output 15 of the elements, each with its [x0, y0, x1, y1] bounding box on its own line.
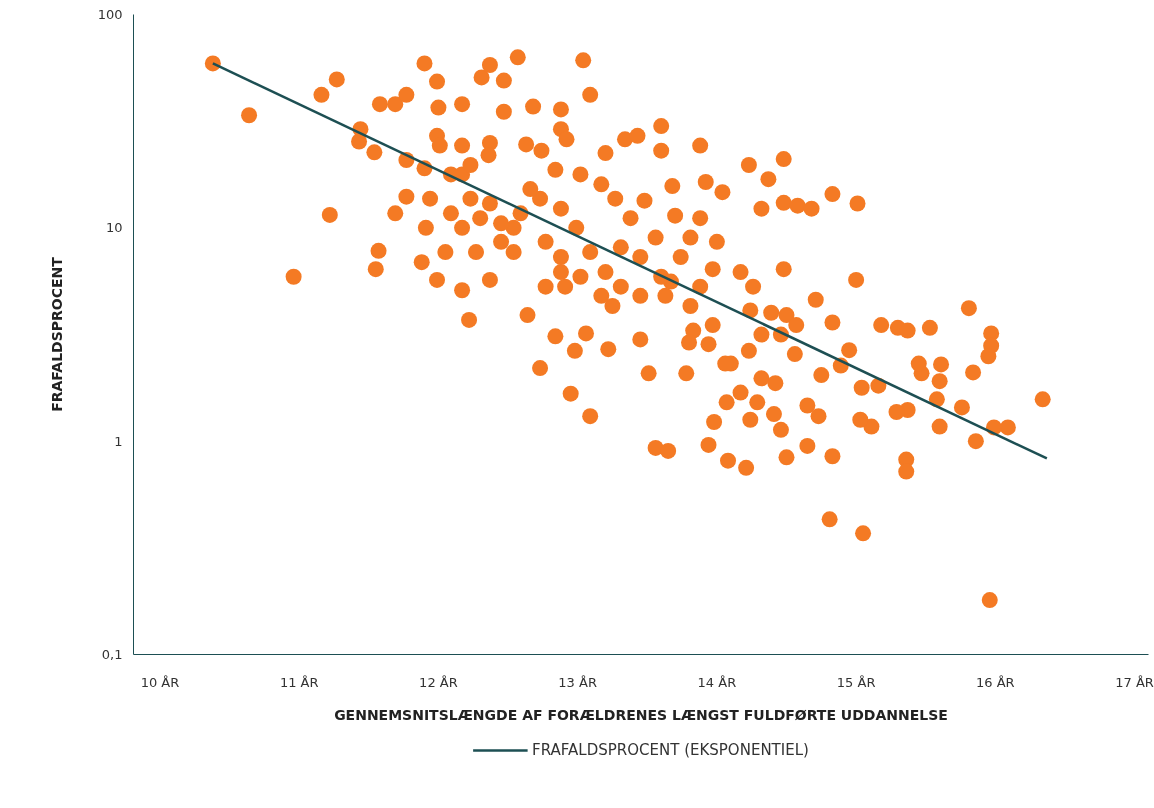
x-tick-label: 16 ÅR [976, 674, 1015, 690]
legend-label: FRAFALDSPROCENT (EKSPONENTIEL) [532, 741, 809, 759]
y-tick-label: 10 [105, 220, 123, 236]
x-tick-label: 13 ÅR [558, 674, 597, 690]
x-tick-label: 11 ÅR [279, 674, 319, 690]
y-tick-label: 1 [114, 433, 123, 449]
x-tick-label: 14 ÅR [697, 674, 737, 690]
x-tick-label: 10 ÅR [140, 674, 180, 690]
x-axis-title: GENNEMSNITSLÆNGDE AF FORÆLDRENES LÆNGST FULDFØRTE UDDANNELSE [334, 706, 948, 723]
y-axis-title: FRAFALDSPROCENT [48, 256, 65, 412]
x-tick-label: 17 ÅR [1115, 674, 1154, 690]
y-tick-label: 100 [97, 7, 123, 22]
x-tick-label: 12 ÅR [419, 674, 458, 690]
y-tick-label: 0,1 [101, 647, 123, 662]
x-tick-label: 15 ÅR [836, 674, 876, 690]
